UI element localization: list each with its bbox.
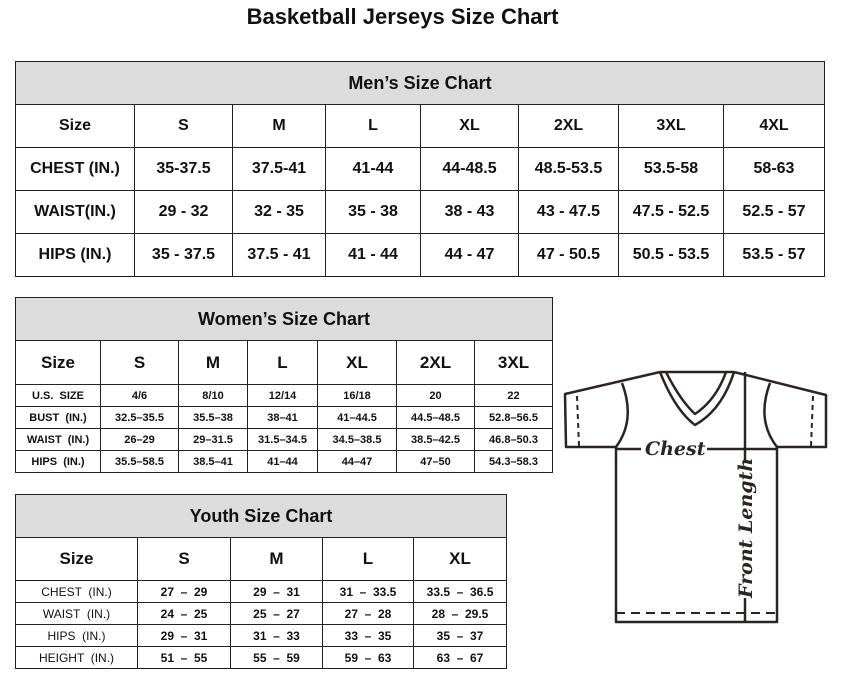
- front-length-label: Front Length: [735, 458, 757, 599]
- table-cell: 44–47: [317, 450, 397, 473]
- table-row: WAIST(IN.) 29 - 32 32 - 35 35 - 38 38 - 43 43…: [15, 190, 825, 234]
- table-cell: 27 – 28: [322, 602, 414, 625]
- table-cell: 37.5-41: [232, 147, 326, 191]
- table-cell: 55 – 59: [230, 646, 323, 669]
- table-cell: M: [230, 537, 323, 581]
- table-row: CHEST (IN.) 27 – 29 29 – 31 31 – 33.5 33.5 –…: [15, 580, 508, 603]
- youth-size-table: Youth Size Chart Size S M L XL CHEST (IN.) 27 …: [14, 494, 508, 669]
- row-label: CHEST (IN.): [15, 147, 135, 191]
- table-cell: 35 - 37.5: [134, 233, 233, 277]
- table-cell: XL: [412, 537, 508, 581]
- table-cell: 29 - 32: [134, 190, 233, 234]
- table-cell: 2XL: [396, 340, 475, 385]
- chest-label: Chest: [645, 438, 706, 460]
- table-cell: 35 - 38: [325, 190, 421, 234]
- table-cell: 32 - 35: [232, 190, 326, 234]
- table-caption: Women’s Size Chart: [14, 297, 554, 341]
- table-cell: 53.5 - 57: [723, 233, 825, 277]
- table-cell: XL: [420, 104, 519, 148]
- womens-size-table: Women’s Size Chart Size S M L XL 2XL 3XL U.S. S…: [14, 297, 554, 473]
- table-cell: 59 – 63: [322, 646, 414, 669]
- row-label: Size: [15, 537, 138, 581]
- table-cell: 47–50: [396, 450, 475, 473]
- table-cell: 52.5 - 57: [723, 190, 825, 234]
- table-cell: 58-63: [723, 147, 825, 191]
- table-caption: Men’s Size Chart: [15, 61, 825, 105]
- row-label: WAIST (IN.): [15, 428, 101, 451]
- table-cell: 34.5–38.5: [317, 428, 397, 451]
- table-row: WAIST (IN.) 24 – 25 25 – 27 27 – 28 28 – 29.…: [15, 602, 508, 625]
- row-label: Size: [15, 340, 101, 385]
- row-label: HIPS (IN.): [15, 450, 101, 473]
- table-cell: 33.5 – 36.5: [412, 580, 508, 603]
- table-cell: 43 - 47.5: [518, 190, 619, 234]
- table-caption: Youth Size Chart: [14, 494, 508, 538]
- table-cell: 38–41: [247, 406, 318, 429]
- table-cell: 35-37.5: [134, 147, 233, 191]
- table-cell: 63 – 67: [412, 646, 508, 669]
- table-cell: 25 – 27: [230, 602, 323, 625]
- size-header-row: Size S M L XL 2XL 3XL: [15, 340, 554, 385]
- shirt-outline: [563, 370, 828, 624]
- table-cell: L: [325, 104, 421, 148]
- table-cell: 4XL: [723, 104, 825, 148]
- table-row: CHEST (IN.) 35-37.5 37.5-41 41-44 44-48.5 48.…: [15, 147, 825, 191]
- table-cell: 37.5 - 41: [232, 233, 326, 277]
- table-row: HIPS (IN.) 35.5–58.5 38.5–41 41–44 44–47 47–5…: [15, 450, 554, 473]
- row-label: HIPS (IN.): [15, 233, 135, 277]
- table-cell: M: [232, 104, 326, 148]
- table-cell: S: [100, 340, 179, 385]
- table-cell: 38.5–41: [178, 450, 248, 473]
- table-cell: 35.5–58.5: [100, 450, 179, 473]
- table-cell: 41–44: [247, 450, 318, 473]
- table-cell: XL: [317, 340, 397, 385]
- table-cell: 32.5–35.5: [100, 406, 179, 429]
- table-cell: 16/18: [317, 384, 397, 407]
- table-cell: 44 - 47: [420, 233, 519, 277]
- size-header-row: Size S M L XL 2XL 3XL 4XL: [15, 104, 825, 148]
- table-cell: 41-44: [325, 147, 421, 191]
- table-cell: L: [247, 340, 318, 385]
- table-cell: 53.5-58: [618, 147, 724, 191]
- table-cell: 44-48.5: [420, 147, 519, 191]
- table-cell: 47 - 50.5: [518, 233, 619, 277]
- table-cell: 47.5 - 52.5: [618, 190, 724, 234]
- table-cell: 54.3–58.3: [473, 450, 554, 473]
- table-row: HEIGHT (IN.) 51 – 55 55 – 59 59 – 63 63 – 67: [15, 646, 508, 669]
- table-row: HIPS (IN.) 35 - 37.5 37.5 - 41 41 - 44 44 - …: [15, 233, 825, 277]
- table-cell: 48.5-53.5: [518, 147, 619, 191]
- row-label: WAIST(IN.): [15, 190, 135, 234]
- row-label: CHEST (IN.): [15, 580, 138, 603]
- table-cell: 51 – 55: [137, 646, 231, 669]
- table-cell: 2XL: [518, 104, 619, 148]
- size-header-row: Size S M L XL: [15, 537, 508, 581]
- page-title: Basketball Jerseys Size Chart: [246, 4, 559, 29]
- row-label: U.S. SIZE: [15, 384, 101, 407]
- row-label: HEIGHT (IN.): [15, 646, 138, 669]
- table-row: HIPS (IN.) 29 – 31 31 – 33 33 – 35 35 – 37: [15, 624, 508, 647]
- row-label: HIPS (IN.): [15, 624, 138, 647]
- table-cell: 41 - 44: [325, 233, 421, 277]
- mens-size-table: Men’s Size Chart Size S M L XL 2XL 3XL 4XL CHEST…: [15, 61, 825, 277]
